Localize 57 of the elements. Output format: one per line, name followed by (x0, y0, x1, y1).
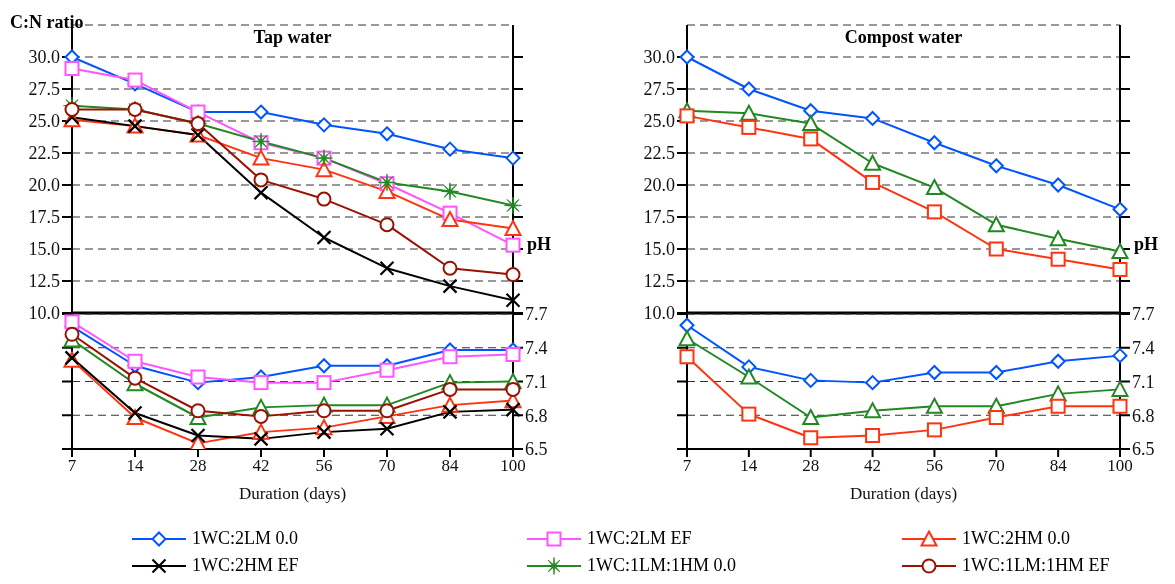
y-tick-label: 25.0 (643, 111, 675, 132)
x-tick-label: 70 (987, 456, 1005, 476)
chart-title: Compost water (843, 27, 964, 48)
y-tick-label: 15.0 (643, 239, 675, 260)
y-tick-label: 6.5 (1132, 439, 1155, 460)
x-tick-label: 56 (925, 456, 943, 476)
y-tick-label: 7.7 (1132, 304, 1155, 325)
x-tick-label: 100 (500, 456, 526, 476)
y-tick-label: 7.1 (525, 371, 548, 392)
y-tick-label: 10.0 (643, 303, 675, 324)
y-tick-label: 20.0 (28, 175, 60, 196)
y-tick-label: 12.5 (28, 271, 60, 292)
y-tick-label: 22.5 (643, 143, 675, 164)
y-tick-label: 22.5 (28, 143, 60, 164)
chart-title: Tap water (253, 27, 332, 47)
y-tick-label: 10.0 (28, 303, 60, 324)
y-tick-label: 7.1 (1132, 371, 1155, 392)
x-tick-label: 42 (864, 456, 882, 476)
y-tick-label: 7.4 (525, 338, 548, 359)
y-axis-title: C:N ratio (10, 12, 84, 33)
legend-label: 1WC:2LM EF (587, 528, 692, 549)
x-tick-label: 70 (378, 456, 396, 476)
legend-label: 1WC:2HM EF (192, 555, 299, 576)
x-tick-label: 7 (67, 456, 77, 476)
x-tick-label: 42 (252, 456, 270, 476)
y-tick-label: 12.5 (643, 271, 675, 292)
x-tick-label: 84 (1049, 456, 1068, 476)
x-tick-label: 100 (1107, 456, 1133, 476)
y-tick-label: 30.0 (643, 47, 675, 68)
y-tick-label: 6.8 (1132, 405, 1155, 426)
y-tick-label: 27.5 (28, 79, 60, 100)
x-tick-label: 14 (740, 456, 758, 476)
y-tick-label: 7.7 (525, 304, 548, 325)
legend-label: 1WC:1LM:1HM 0.0 (587, 555, 737, 576)
x-tick-label: 28 (802, 456, 820, 476)
y-tick-label: 15.0 (28, 239, 60, 260)
x-tick-label: 56 (315, 456, 333, 476)
legend-label: 1WC:1LM:1HM EF (962, 555, 1110, 576)
y-tick-label: 7.4 (1132, 338, 1155, 359)
x-axis-title: Duration (days) (849, 484, 958, 503)
y-tick-label: 6.5 (525, 439, 548, 460)
legend-label: 1WC:2HM 0.0 (962, 528, 1070, 549)
y-tick-label: 25.0 (28, 111, 60, 132)
x-tick-label: 7 (682, 456, 692, 476)
y-axis-title: pH (527, 234, 552, 255)
y-tick-label: 6.8 (525, 405, 548, 426)
y-tick-label: 27.5 (643, 79, 675, 100)
x-axis-title: Duration (days) (238, 484, 347, 503)
x-tick-label: 84 (441, 456, 459, 476)
y-tick-label: 30.0 (28, 47, 60, 68)
y-tick-label: 17.5 (643, 207, 675, 228)
y-tick-label: 17.5 (28, 207, 60, 228)
x-tick-label: 14 (126, 456, 144, 476)
y-axis-title: pH (1134, 234, 1159, 255)
x-tick-label: 28 (189, 456, 207, 476)
legend-label: 1WC:2LM 0.0 (192, 528, 298, 549)
y-tick-label: 20.0 (643, 175, 675, 196)
